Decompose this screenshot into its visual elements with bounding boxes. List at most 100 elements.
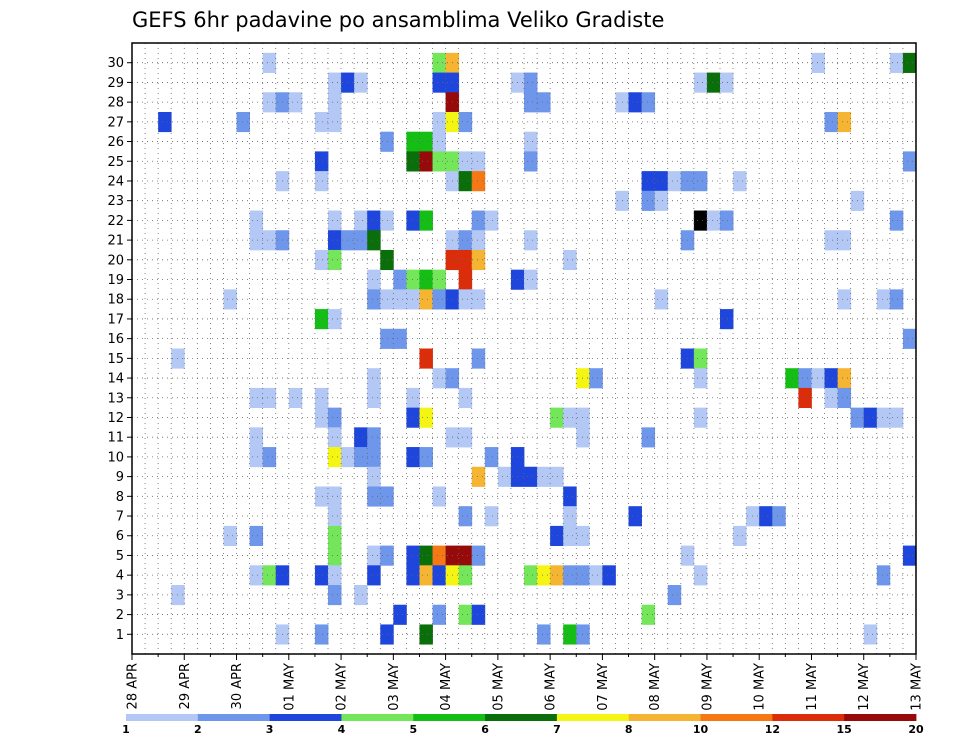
heatmap-cell [262, 447, 277, 468]
heatmap-cell [563, 624, 577, 645]
heatmap-cell [458, 565, 473, 586]
heatmap-cell [393, 328, 407, 349]
y-tick-label: 1 [116, 628, 124, 643]
heatmap-cell [471, 348, 486, 369]
heatmap-cell [458, 289, 473, 310]
colorbar-swatch [269, 714, 342, 721]
y-tick-label: 16 [107, 332, 124, 347]
heatmap-cell [432, 486, 446, 507]
heatmap-cell [432, 111, 446, 133]
x-tick-label: 03 MAY [387, 663, 402, 711]
heatmap-cell [497, 466, 512, 487]
heatmap-cell [628, 506, 642, 527]
heatmap-cell [550, 525, 564, 546]
heatmap-cell [432, 151, 446, 172]
heatmap-cell [706, 72, 721, 93]
heatmap-cell [314, 486, 329, 507]
heatmap-cell [720, 210, 734, 231]
heatmap-cell [354, 447, 368, 468]
heatmap-cell [524, 230, 538, 251]
heatmap-cell [537, 624, 551, 645]
heatmap-cell [876, 565, 891, 586]
heatmap-cell [563, 486, 577, 507]
heatmap-cell [863, 624, 878, 645]
heatmap-cell [406, 269, 420, 290]
plot-frame [131, 42, 917, 655]
heatmap-cell [393, 289, 407, 310]
heatmap-cell [458, 249, 473, 271]
heatmap-cell [367, 447, 381, 468]
x-tick-label: 07 MAY [596, 663, 611, 711]
heatmap-cell [693, 407, 708, 428]
heatmap-cell [419, 624, 433, 645]
heatmap-cell [328, 210, 342, 231]
heatmap-cell [706, 210, 721, 231]
heatmap-cell [602, 565, 616, 586]
colorbar-label: 7 [553, 723, 561, 736]
heatmap-cell [641, 171, 656, 192]
heatmap-cell [641, 604, 656, 625]
x-tick-label: 28 APR [126, 663, 141, 709]
colorbar-label: 3 [266, 723, 274, 736]
y-tick-label: 7 [116, 510, 124, 525]
heatmap-cell [641, 190, 656, 211]
heatmap-cell [406, 447, 420, 468]
heatmap-cell [458, 230, 473, 251]
heatmap-cell [563, 565, 577, 586]
heatmap-cell [354, 427, 368, 448]
colorbar-label: 15 [837, 723, 852, 736]
y-tick-label: 29 [107, 76, 124, 91]
x-tick-label: 01 MAY [282, 663, 297, 711]
x-tick-label: 12 MAY [857, 663, 872, 711]
heatmap-cell [367, 427, 381, 448]
heatmap-cell [824, 368, 838, 389]
heatmap-cell [262, 52, 277, 73]
x-tick-label: 10 MAY [753, 663, 768, 711]
heatmap-cell [406, 131, 420, 152]
heatmap-cell [471, 545, 486, 566]
y-tick-label: 28 [107, 96, 124, 111]
heatmap-cell [889, 52, 904, 73]
heatmap-cell [262, 230, 277, 251]
heatmap-cell [550, 565, 564, 586]
heatmap-cell [902, 545, 917, 566]
heatmap-cell [863, 407, 878, 428]
heatmap-cell [288, 92, 303, 113]
heatmap-cell [458, 269, 473, 290]
heatmap-cell [824, 387, 838, 409]
heatmap-cell [328, 447, 342, 468]
heatmap-cell [458, 604, 473, 625]
y-tick-label: 26 [107, 135, 124, 150]
heatmap-cell [262, 387, 277, 409]
heatmap-cell [759, 506, 773, 527]
heatmap-cell [406, 289, 420, 310]
heatmap-cell [393, 269, 407, 290]
heatmap-cell [458, 171, 473, 192]
heatmap-cell [406, 151, 420, 172]
heatmap-cell [537, 92, 551, 113]
heatmap-cell [471, 171, 486, 192]
heatmap-cell [837, 387, 852, 409]
heatmap-cell [563, 525, 577, 546]
heatmap-cell [406, 407, 420, 428]
heatmap-cell [249, 387, 264, 409]
heatmap-cell [314, 249, 329, 271]
x-tick-label: 08 MAY [648, 663, 663, 711]
heatmap-cell [354, 72, 368, 93]
y-tick-label: 20 [107, 253, 124, 268]
heatmap-cell [798, 387, 812, 409]
heatmap-cell [693, 210, 708, 231]
heatmap-cell [772, 506, 786, 527]
heatmap-cell [471, 230, 486, 251]
heatmap-cell [328, 407, 342, 428]
heatmap-cell [471, 604, 486, 625]
heatmap-cell [837, 289, 852, 310]
heatmap-cell [249, 210, 264, 231]
colorbar-label: 10 [693, 723, 709, 736]
heatmap-cell [458, 545, 473, 566]
y-tick-label: 4 [116, 569, 124, 584]
heatmap-cell [589, 368, 603, 389]
heatmap-cell [693, 348, 708, 369]
y-tick-label: 8 [116, 490, 124, 505]
